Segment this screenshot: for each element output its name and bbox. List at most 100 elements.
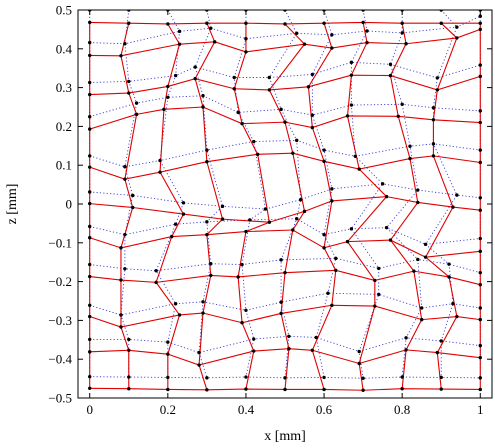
mesh-node (88, 165, 92, 169)
plot-area (88, 10, 482, 392)
mesh-node (130, 193, 135, 198)
mesh-node (306, 85, 311, 89)
mesh-node (158, 170, 162, 174)
mesh-node (181, 212, 186, 216)
mesh-node (158, 158, 162, 163)
mesh-node (330, 303, 334, 307)
mesh-node (416, 188, 420, 192)
mesh-node (240, 321, 244, 325)
y-tick-label: −0.4 (48, 352, 72, 367)
mesh-node (127, 386, 131, 391)
mesh-node (279, 311, 283, 316)
mesh-node (431, 106, 436, 110)
mesh-node (119, 246, 123, 250)
mesh-node (478, 236, 482, 241)
mesh-node (119, 54, 123, 58)
mesh-node (404, 42, 408, 46)
mesh-node (423, 242, 428, 247)
mesh-node (377, 266, 381, 271)
reference-mesh-column-line-9 (425, 10, 458, 378)
mesh-node (455, 25, 459, 29)
mesh-node (283, 270, 287, 275)
mesh-node (396, 114, 400, 119)
reference-mesh-column-line-8 (385, 10, 423, 378)
mesh-node (162, 107, 166, 112)
mesh-node (478, 148, 482, 152)
mesh-node (478, 109, 482, 113)
mesh-node (419, 317, 424, 322)
mesh-node (310, 113, 315, 117)
mesh-node (166, 387, 170, 392)
mesh-node (478, 317, 482, 322)
mesh-node (252, 337, 256, 341)
mesh-node (478, 74, 482, 79)
mesh-node (201, 105, 205, 109)
mesh-node (322, 375, 326, 380)
mesh-node (478, 270, 482, 275)
mesh-node (478, 376, 482, 380)
y-tick-label: −0.5 (48, 391, 72, 406)
mesh-node (298, 198, 303, 202)
mesh-node (166, 340, 170, 344)
reference-mesh-row-line-10 (89, 376, 481, 379)
mesh-node (205, 232, 209, 237)
reference-mesh-column-line-2 (155, 10, 184, 378)
mesh-node (263, 207, 268, 211)
mesh-node (388, 73, 393, 78)
mesh-node (279, 300, 283, 304)
mesh-node (88, 53, 92, 58)
mesh-node (349, 60, 354, 65)
mesh-node (209, 262, 213, 266)
mesh-node (127, 375, 131, 379)
deformed-mesh-column-line-3 (194, 22, 224, 391)
mesh-node (326, 291, 330, 295)
mesh-node (205, 388, 209, 392)
mesh-node (236, 275, 240, 279)
mesh-node (478, 21, 482, 25)
mesh-node (232, 87, 236, 91)
mesh-node (123, 267, 127, 271)
mesh-node (283, 376, 287, 380)
mesh-node (349, 73, 354, 77)
x-axis-label: x [mm] (264, 429, 306, 444)
mesh-node (365, 40, 369, 45)
mesh-node (451, 302, 455, 306)
x-tick-label: 1 (477, 402, 484, 417)
mesh-node (388, 62, 393, 67)
reference-mesh-column-line-3 (194, 10, 224, 378)
mesh-node (388, 238, 393, 242)
mesh-node (244, 375, 248, 379)
mesh-node (201, 311, 205, 315)
deformed-mesh-column-line-5 (268, 23, 306, 390)
y-axis-label: z [mm] (5, 184, 20, 225)
mesh-node (408, 156, 412, 161)
mesh-node (419, 306, 424, 310)
mesh-node (88, 303, 92, 307)
mesh-node (88, 20, 92, 25)
mesh-node (423, 255, 428, 259)
mesh-node (377, 292, 381, 297)
mesh-node (88, 154, 92, 158)
mesh-node (127, 337, 131, 342)
reference-mesh-row-line-2 (89, 61, 481, 84)
mesh-node (295, 31, 299, 35)
reference-mesh-column-line-7 (350, 10, 384, 379)
mesh-node (197, 350, 201, 355)
mesh-node (455, 193, 459, 197)
mesh-node (240, 121, 244, 126)
mesh-node (291, 151, 295, 155)
mesh-node (357, 167, 361, 171)
mesh-node (88, 337, 92, 342)
mesh-node (252, 349, 256, 353)
mesh-node (322, 387, 326, 392)
mesh-node (478, 160, 482, 165)
mesh-node (478, 14, 482, 18)
mesh-node (248, 218, 252, 222)
mesh-node (252, 139, 256, 144)
deformed-mesh-column-line-4 (233, 23, 270, 390)
mesh-node (322, 148, 326, 152)
mesh-node (400, 102, 404, 106)
mesh-node (166, 375, 170, 380)
mesh-node (177, 29, 182, 34)
mesh-node (373, 304, 377, 308)
